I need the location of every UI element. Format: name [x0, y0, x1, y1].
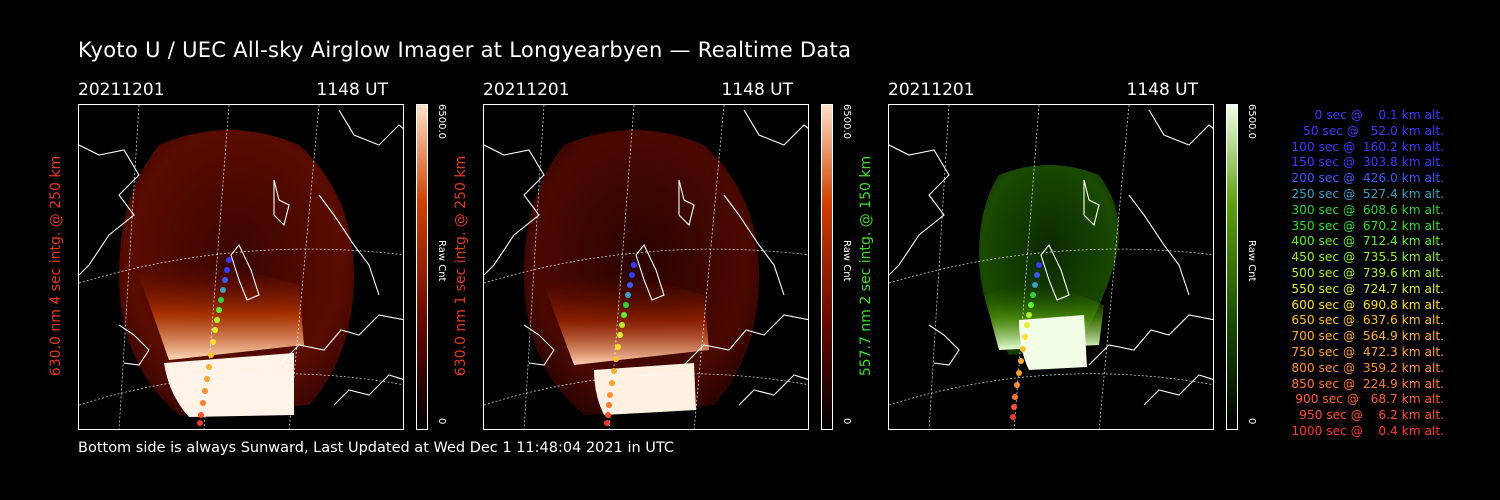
- legend-row: 650 sec @ 637.6 km alt.: [1287, 313, 1444, 328]
- airglow-panel-3: 20211201 1148 UT 557.7 nm 2 sec intg. @ …: [858, 80, 1257, 430]
- color-bar-min: 0: [841, 418, 852, 425]
- color-bar-unit: Raw Cnt: [1246, 240, 1257, 282]
- panel-wavelength-label: 557.7 nm 2 sec intg. @ 150 km: [858, 155, 874, 377]
- panel-time: 1148 UT: [316, 80, 389, 100]
- legend-row: 900 sec @ 68.7 km alt.: [1291, 392, 1444, 407]
- bright-aurora: [594, 363, 696, 415]
- bright-aurora: [164, 353, 294, 417]
- color-bar: [1226, 104, 1238, 430]
- legend-row: 0 sec @ 0.1 km alt.: [1303, 108, 1444, 122]
- panel-date: 20211201: [888, 80, 975, 100]
- legend-row: 750 sec @ 472.3 km alt.: [1287, 344, 1444, 359]
- color-bar-unit: Raw Cnt: [841, 240, 852, 282]
- footer-note: Bottom side is always Sunward, Last Upda…: [78, 440, 675, 456]
- panel-wavelength-label: 630.0 nm 1 sec intg. @ 250 km: [453, 155, 469, 377]
- legend-row: 850 sec @ 224.9 km alt.: [1287, 376, 1444, 391]
- trajectory-markers: [197, 257, 232, 426]
- legend-row: 500 sec @ 739.6 km alt.: [1287, 265, 1444, 280]
- legend-row: 800 sec @ 359.2 km alt.: [1287, 360, 1444, 375]
- bright-aurora: [1019, 315, 1087, 370]
- legend-row: 150 sec @ 303.8 km alt.: [1287, 155, 1444, 170]
- color-bar-unit: Raw Cnt: [436, 240, 447, 282]
- color-bar: [821, 104, 833, 430]
- all-sky-image: [78, 104, 404, 430]
- legend-row: 450 sec @ 735.5 km alt.: [1287, 250, 1444, 265]
- color-bar-max: 6500.0: [841, 104, 852, 139]
- panel-time: 1148 UT: [721, 80, 794, 100]
- legend-row: 250 sec @ 527.4 km alt.: [1287, 186, 1444, 201]
- panel-wavelength-label: 630.0 nm 4 sec intg. @ 250 km: [48, 155, 64, 377]
- color-bar-max: 6500.0: [1246, 104, 1257, 139]
- color-bar-max: 6500.0: [436, 104, 447, 139]
- panel-date: 20211201: [483, 80, 570, 100]
- panel-time: 1148 UT: [1126, 80, 1199, 100]
- legend-row: 400 sec @ 712.4 km alt.: [1287, 234, 1444, 249]
- aurora-glow: [544, 277, 709, 365]
- page-title: Kyoto U / UEC All-sky Airglow Imager at …: [78, 38, 852, 62]
- all-sky-image: [888, 104, 1214, 430]
- color-bar-min: 0: [1246, 418, 1257, 425]
- trajectory-markers: [1010, 262, 1042, 420]
- trajectory-legend: 0 sec @ 0.1 km alt. 50 sec @ 52.0 km alt…: [1262, 108, 1444, 440]
- airglow-panel-1: 20211201 1148 UT 630.0 nm 4 sec intg. @ …: [48, 80, 447, 430]
- legend-row: 600 sec @ 690.8 km alt.: [1287, 297, 1444, 312]
- legend-row: 700 sec @ 564.9 km alt.: [1287, 329, 1444, 344]
- all-sky-image: [483, 104, 809, 430]
- legend-row: 1000 sec @ 0.4 km alt.: [1291, 423, 1444, 438]
- legend-row: 200 sec @ 426.0 km alt.: [1287, 171, 1444, 186]
- legend-row: 950 sec @ 6.2 km alt.: [1295, 408, 1444, 423]
- airglow-panel-2: 20211201 1148 UT 630.0 nm 1 sec intg. @ …: [453, 80, 852, 430]
- aurora-glow: [139, 267, 304, 360]
- legend-row: 550 sec @ 724.7 km alt.: [1287, 281, 1444, 296]
- color-bar: [416, 104, 428, 430]
- legend-row: 50 sec @ 52.0 km alt.: [1295, 123, 1444, 138]
- legend-row: 350 sec @ 670.2 km alt.: [1287, 218, 1444, 233]
- color-bar-min: 0: [436, 418, 447, 425]
- panel-date: 20211201: [78, 80, 165, 100]
- legend-row: 300 sec @ 608.6 km alt.: [1287, 202, 1444, 217]
- legend-row: 100 sec @ 160.2 km alt.: [1287, 139, 1444, 154]
- trajectory-markers: [604, 262, 637, 426]
